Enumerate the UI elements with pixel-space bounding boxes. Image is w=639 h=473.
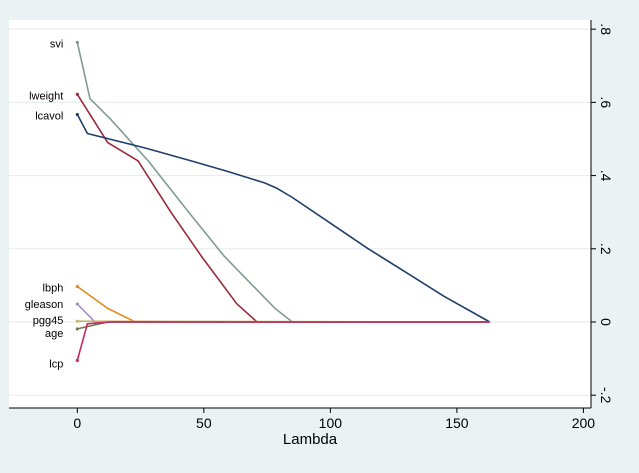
axes <box>9 20 592 409</box>
y-tick-label-4: .6 <box>598 97 614 109</box>
y-tick-label-2: .2 <box>598 243 614 255</box>
y-tick-label-5: .8 <box>598 23 614 35</box>
series-start-point-svi <box>75 40 79 44</box>
line-label-pgg45: pgg45 <box>33 315 64 327</box>
line-label-lcp: lcp <box>49 358 63 370</box>
y-tick-label-0: -.2 <box>598 387 614 404</box>
plot-area <box>9 20 591 408</box>
line-label-lbph: lbph <box>43 282 64 294</box>
x-tick-label-2: 100 <box>319 415 343 431</box>
x-ticks: 0 50 100 150 200 <box>73 408 595 431</box>
series-line-lcavol <box>76 114 491 323</box>
series-start-point-lcavol <box>75 112 79 117</box>
series-start-point-gleason <box>75 302 79 306</box>
line-label-lweight: lweight <box>29 90 63 102</box>
x-tick-label-1: 50 <box>196 415 212 431</box>
series-line-lcp <box>76 321 490 361</box>
line-label-gleason: gleason <box>25 299 64 311</box>
series-start-point-age <box>75 327 79 331</box>
series-start-point-lcp <box>75 358 79 363</box>
y-ticks: -.2 0 .2 .4 .6 .8 <box>591 23 614 404</box>
y-tick-label-1: 0 <box>598 318 614 326</box>
series-line-svi <box>76 42 490 323</box>
series-start-point-lbph <box>75 284 79 289</box>
x-tick-label-3: 150 <box>445 415 469 431</box>
line-label-age: age <box>45 328 63 340</box>
x-tick-label-4: 200 <box>572 415 596 431</box>
series-line-lweight <box>76 93 490 323</box>
x-tick-label-0: 0 <box>73 415 81 431</box>
x-axis-label: Lambda <box>283 431 338 448</box>
series-start-point-pgg45 <box>75 319 79 323</box>
line-label-lcavol: lcavol <box>35 110 63 122</box>
series-lines <box>75 40 491 363</box>
series-start-point-lweight <box>75 92 79 96</box>
line-label-svi: svi <box>50 38 63 50</box>
y-tick-label-3: .4 <box>598 170 614 182</box>
